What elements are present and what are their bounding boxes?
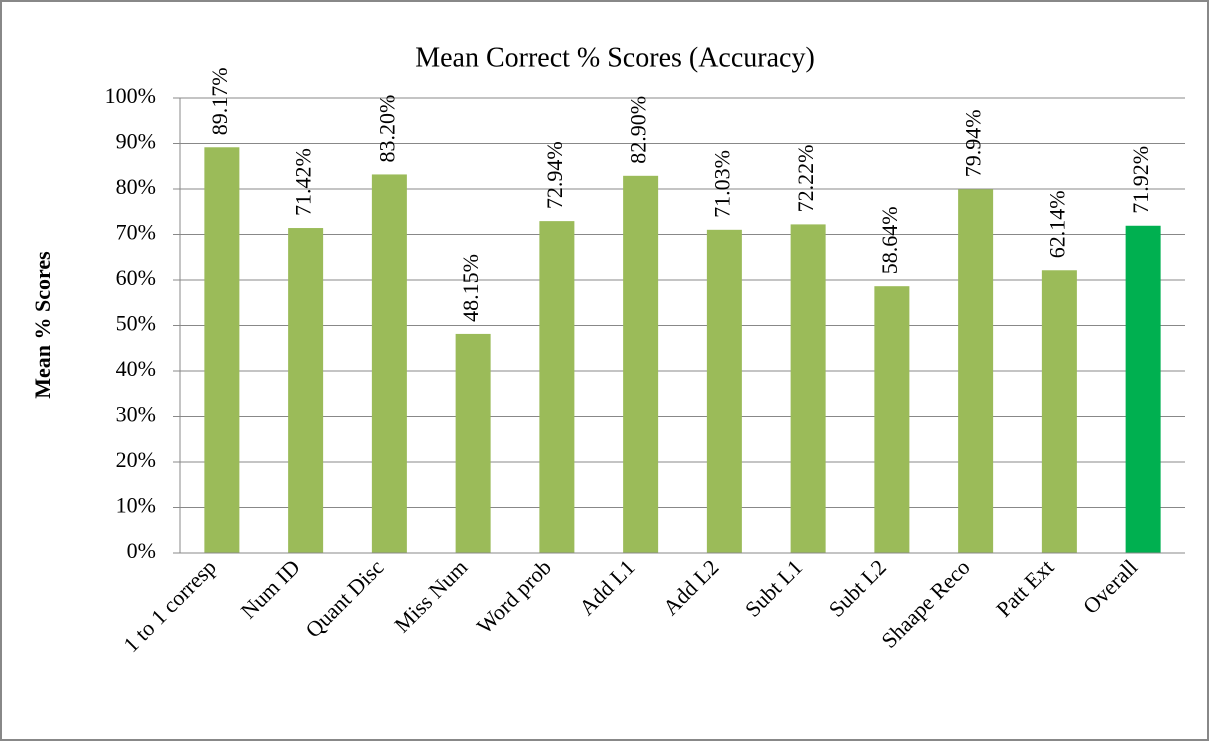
value-label: 71.03%	[709, 150, 734, 218]
bar	[204, 147, 240, 554]
y-tick-label: 60%	[116, 265, 156, 290]
y-tick-label: 80%	[116, 174, 156, 199]
y-tick-label: 90%	[116, 129, 156, 154]
chart-title: Mean Correct % Scores (Accuracy)	[415, 42, 815, 73]
bar	[539, 221, 575, 554]
bar	[371, 174, 407, 553]
bar	[623, 175, 659, 553]
value-label: 72.94%	[542, 141, 567, 209]
y-tick-label: 10%	[116, 493, 156, 518]
y-tick-label: 50%	[116, 311, 156, 336]
value-label: 83.20%	[374, 95, 399, 163]
bar	[706, 229, 742, 553]
bar	[874, 286, 910, 553]
value-label: 89.17%	[207, 67, 232, 135]
y-tick-label: 30%	[116, 402, 156, 427]
value-label: 62.14%	[1044, 190, 1069, 258]
y-axis-label: Mean % Scores	[30, 251, 55, 399]
y-tick-label: 20%	[116, 447, 156, 472]
bar	[455, 333, 491, 553]
y-tick-label: 100%	[105, 83, 156, 108]
bar	[790, 224, 826, 554]
value-label: 82.90%	[626, 96, 651, 164]
bar	[1041, 270, 1077, 553]
value-label: 58.64%	[877, 206, 902, 274]
y-tick-label: 70%	[116, 220, 156, 245]
value-label: 79.94%	[961, 109, 986, 177]
value-label: 71.42%	[291, 148, 316, 216]
value-label: 48.15%	[458, 254, 483, 322]
y-tick-label: 40%	[116, 356, 156, 381]
value-label: 72.22%	[793, 145, 818, 213]
value-label: 71.92%	[1128, 146, 1153, 214]
y-tick-label: 0%	[127, 538, 156, 563]
bar	[288, 228, 324, 553]
bar	[958, 189, 994, 553]
bar	[1125, 225, 1161, 554]
